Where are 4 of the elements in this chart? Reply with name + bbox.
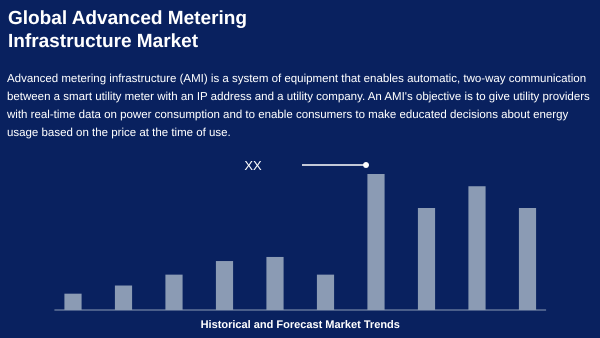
- text: Historical and Forecast Market Trends: [200, 319, 400, 331]
- text: XX: [244, 158, 262, 173]
- chart-subtitle: Advanced metering infrastructure (AMI) is a system of equipment that enables automatic, two-way communication between a smart utility meter with an IP address and a utility company. An AMI's objective is to give utility providers with real-time data on power consumption and to enable consumers to make educated decisions about energy usage based on the price at the time of use.: [6, 73, 590, 139]
- chart-title: Global Advanced Metering Infrastructure Market: [8, 8, 247, 52]
